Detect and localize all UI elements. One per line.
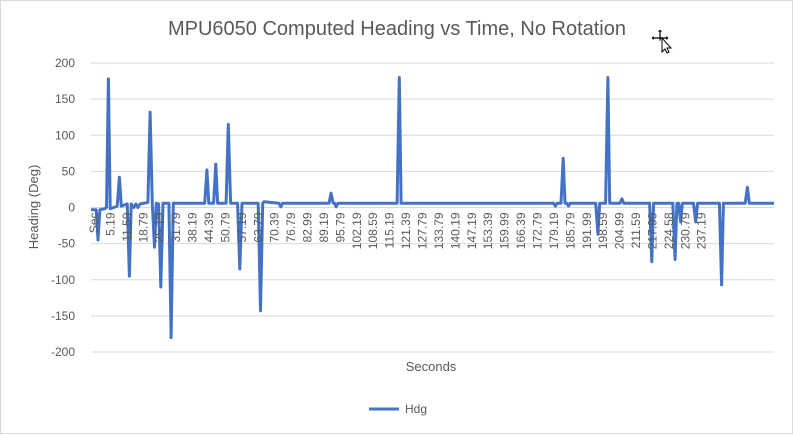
y-tick-label: -150	[51, 309, 75, 323]
series-line-hdg	[91, 76, 774, 340]
move-cursor-icon	[650, 28, 673, 54]
x-tick-label: 108.59	[366, 212, 380, 249]
x-tick-label: Sec	[87, 213, 101, 234]
gridlines	[91, 62, 774, 353]
x-tick-label: 133.79	[432, 212, 446, 249]
x-tick-label: 18.79	[136, 212, 150, 242]
x-tick-label: 230.79	[678, 212, 692, 249]
y-tick-label: 100	[55, 128, 75, 142]
y-tick-label: 0	[68, 201, 75, 215]
x-tick-label: 159.99	[498, 212, 512, 249]
x-tick-label: 25.19	[153, 212, 167, 242]
x-tick-label: 185.79	[563, 212, 577, 249]
x-tick-label: 191.99	[580, 212, 594, 249]
x-tick-label: 82.99	[301, 212, 315, 242]
x-tick-label: 121.39	[399, 212, 413, 249]
x-tick-label: 57.19	[235, 212, 249, 242]
series-layer	[91, 76, 774, 340]
y-tick-label: -100	[51, 273, 75, 287]
x-tick-label: 102.19	[350, 212, 364, 249]
x-tick-label: 76.79	[284, 212, 298, 242]
y-tick-label: -200	[51, 345, 75, 359]
x-tick-label: 153.39	[481, 212, 495, 249]
x-tick-label: 38.19	[186, 212, 200, 242]
x-tick-label: 50.79	[218, 212, 232, 242]
y-tick-label: -50	[58, 237, 76, 251]
x-tick-label: 147.19	[465, 212, 479, 249]
x-tick-label: 115.19	[383, 212, 397, 248]
x-tick-label: 44.39	[202, 212, 216, 242]
x-tick-label: 204.99	[613, 212, 627, 249]
x-tick-label: 89.19	[317, 212, 331, 242]
x-axis-title: Seconds	[406, 359, 457, 374]
x-tick-label: 237.19	[695, 212, 709, 249]
x-tick-label: 179.19	[547, 212, 561, 249]
x-tick-label: 5.19	[103, 212, 117, 236]
y-tick-label: 150	[55, 92, 75, 106]
x-tick-label: 63.79	[251, 212, 265, 242]
legend-label: Hdg	[405, 402, 427, 416]
x-tick-label: 217.99	[646, 212, 660, 249]
x-tick-labels: Sec 5.19 11.59 18.79 25.19 31.79 38.19 44.39 50.…	[87, 212, 709, 249]
y-tick-labels: 200 150 100 50 0 -50 -100 -150 -200	[51, 56, 75, 359]
x-tick-label: 95.79	[333, 212, 347, 242]
x-tick-label: 11.59	[120, 212, 134, 241]
y-tick-label: 200	[55, 56, 75, 70]
legend: Hdg	[369, 402, 427, 416]
y-tick-label: 50	[62, 164, 76, 178]
y-axis-title: Heading (Deg)	[26, 165, 41, 250]
x-tick-label: 211.59	[629, 212, 643, 248]
x-tick-label: 140.19	[448, 212, 462, 249]
x-tick-label: 172.79	[531, 212, 545, 249]
x-tick-label: 70.39	[268, 212, 282, 242]
x-tick-label: 166.39	[514, 212, 528, 249]
x-tick-label: 224.58	[662, 212, 676, 249]
x-tick-label: 31.79	[169, 212, 183, 242]
x-tick-label: 198.59	[596, 212, 610, 249]
x-tick-label: 127.79	[416, 212, 430, 249]
chart-title: MPU6050 Computed Heading vs Time, No Rot…	[168, 18, 626, 40]
